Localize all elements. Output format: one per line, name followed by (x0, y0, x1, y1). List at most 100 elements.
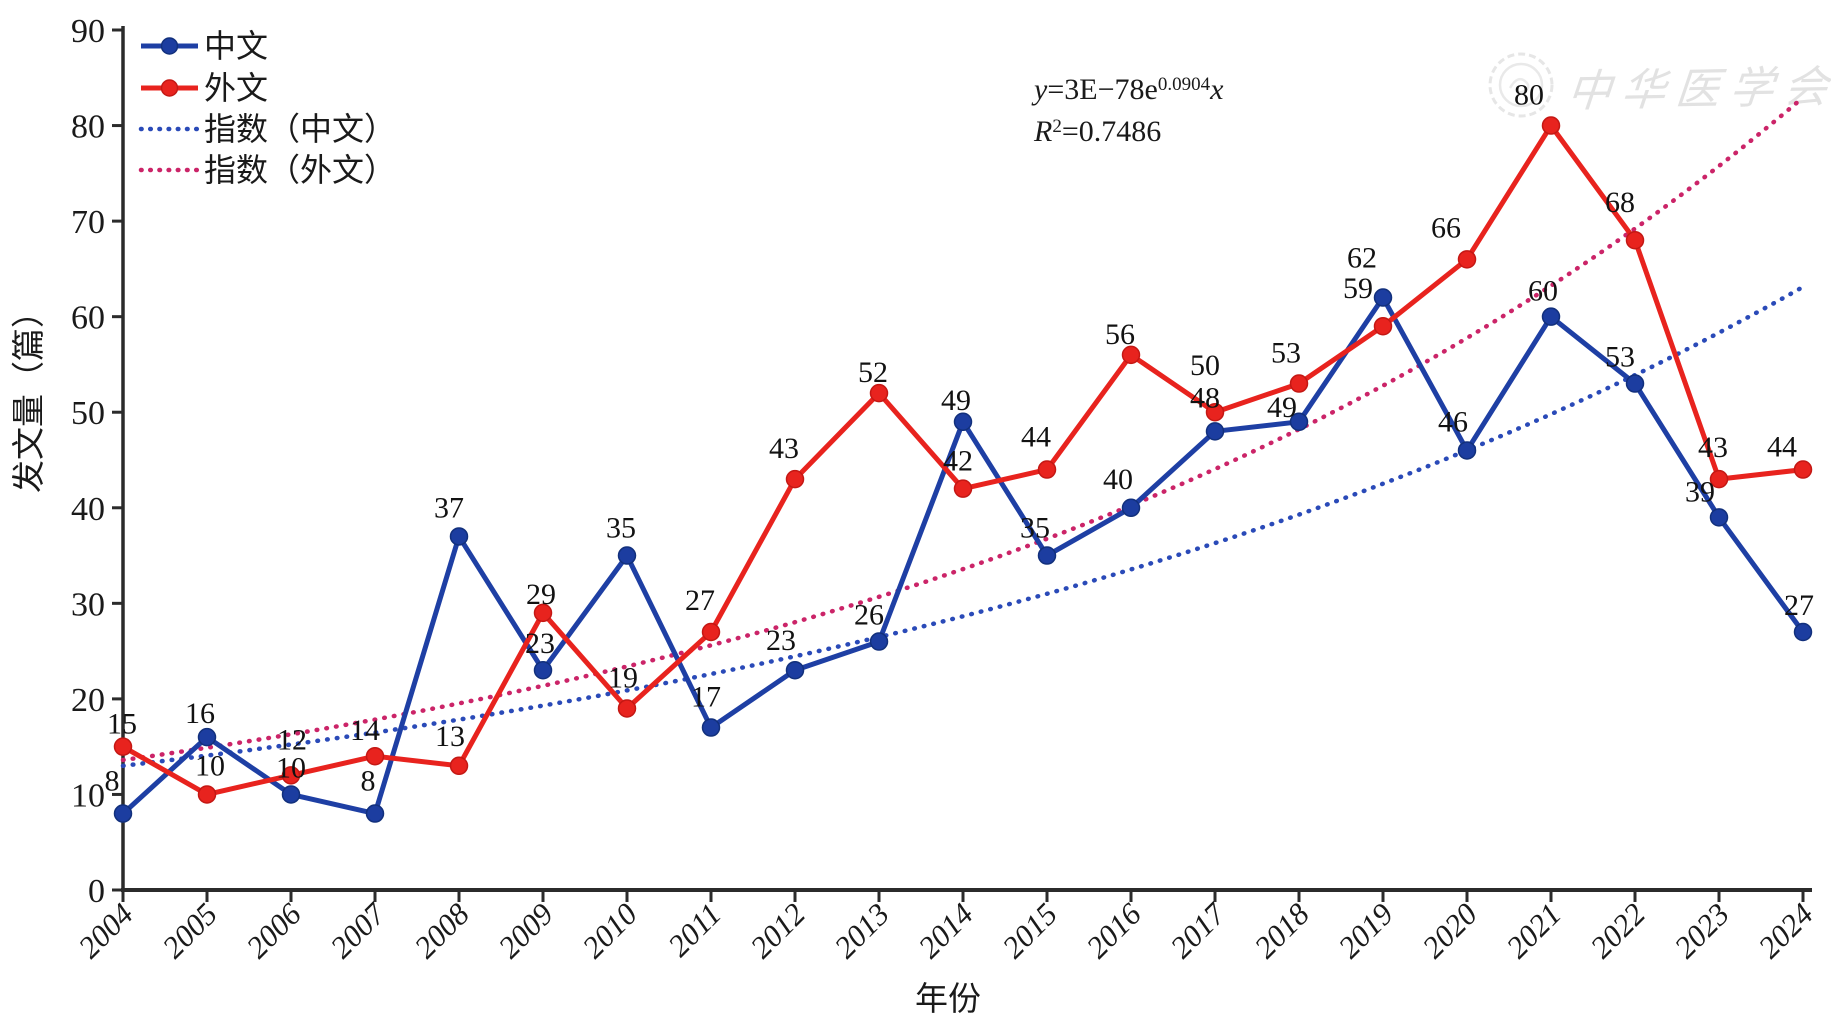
data-point (785, 469, 805, 489)
data-label: 53 (1605, 341, 1635, 374)
x-tick-label: 2021 (1499, 896, 1568, 965)
data-point (1457, 250, 1477, 269)
data-label: 16 (185, 697, 215, 730)
seal-inner-ring (1498, 62, 1544, 108)
trend-line (120, 284, 1806, 769)
data-label: 35 (606, 512, 636, 545)
data-point (1457, 441, 1477, 460)
data-label: 19 (608, 661, 638, 694)
x-tick-label: 2019 (1331, 896, 1400, 965)
data-label: 50 (1190, 349, 1220, 382)
data-label: 60 (1528, 275, 1558, 308)
x-tick-label: 2009 (491, 896, 560, 965)
data-point (1205, 422, 1225, 441)
data-label: 27 (1784, 589, 1814, 622)
data-point (1121, 345, 1141, 365)
data-label: 15 (107, 708, 137, 741)
x-tick-label: 2024 (1751, 896, 1820, 965)
x-tick-label: 2013 (827, 896, 896, 965)
y-tick-label: 70 (71, 204, 105, 241)
data-label: 39 (1685, 475, 1715, 508)
data-point (449, 756, 469, 776)
legend-item: 外文 (141, 70, 268, 106)
data-point (533, 660, 553, 680)
y-tick-label: 80 (71, 109, 105, 146)
seal-outer-ring (1488, 52, 1554, 118)
data-point (1289, 374, 1309, 393)
y-tick-label: 20 (71, 682, 105, 719)
trend-equation: y=3E−78e0.0904x R2=0.7486 (1034, 66, 1223, 150)
data-label: 23 (525, 627, 555, 660)
equation-exponent: 0.0904 (1157, 74, 1211, 95)
data-label: 8 (361, 765, 376, 798)
data-point (617, 699, 637, 718)
data-point (785, 660, 805, 680)
data-label: 66 (1431, 211, 1461, 244)
equation-x: x (1210, 73, 1224, 106)
x-tick-label: 2007 (323, 895, 393, 965)
data-point (113, 737, 133, 756)
data-label: 23 (766, 624, 796, 657)
data-label: 35 (1020, 512, 1050, 545)
data-label: 40 (1103, 463, 1133, 496)
y-tick-label: 40 (71, 491, 105, 528)
data-label: 48 (1190, 381, 1220, 414)
data-point (197, 785, 217, 804)
cma-seal-icon (1488, 52, 1554, 118)
legend-marker (160, 37, 179, 55)
equation-body: =3E−78e (1047, 73, 1158, 106)
data-label: 27 (685, 584, 715, 617)
data-label: 14 (350, 714, 380, 747)
data-label: 43 (769, 432, 799, 465)
legend-item: 中文 (141, 28, 268, 64)
legend-label: 中文 (204, 28, 268, 64)
data-point (869, 383, 889, 403)
data-point (1541, 116, 1561, 135)
y-tick-label: 10 (71, 777, 105, 814)
r-symbol: R (1034, 115, 1053, 148)
y-tick-label: 90 (71, 13, 105, 50)
data-label: 42 (943, 445, 973, 478)
data-label: 37 (434, 491, 464, 524)
data-point (1709, 508, 1729, 527)
x-tick-label: 2014 (911, 896, 980, 965)
data-point (449, 527, 469, 546)
y-axis-title: 发文量（篇） (11, 295, 48, 493)
data-label: 26 (854, 599, 884, 632)
data-point (197, 727, 217, 747)
data-point (869, 632, 889, 651)
data-label: 44 (1767, 431, 1797, 464)
equation-line-2: R2=0.7486 (1034, 108, 1223, 150)
x-tick-label: 2008 (407, 896, 476, 965)
x-tick-label: 2017 (1163, 895, 1233, 965)
r-value: =0.7486 (1061, 115, 1162, 148)
data-label: 62 (1347, 242, 1377, 275)
legend-label: 指数（中文） (204, 111, 396, 147)
x-tick-label: 2011 (661, 896, 728, 963)
data-point (617, 546, 637, 565)
data-point (953, 412, 973, 432)
data-label: 17 (691, 681, 721, 714)
data-point (1289, 412, 1309, 432)
data-label: 53 (1271, 337, 1301, 370)
y-tick-label: 50 (71, 395, 105, 432)
x-tick-label: 2020 (1415, 896, 1484, 965)
data-label: 52 (858, 356, 888, 389)
data-point (701, 622, 721, 642)
data-point (281, 785, 301, 804)
y-tick-label: 0 (88, 873, 105, 910)
x-tick-label: 2016 (1079, 896, 1148, 965)
data-label: 80 (1514, 79, 1544, 112)
y-tick-label: 30 (71, 586, 105, 623)
data-point (365, 804, 385, 823)
data-point (113, 804, 133, 823)
legend-marker (160, 79, 179, 97)
legend-item: 指数（外文） (138, 152, 396, 188)
legend-item: 指数（中文） (138, 111, 396, 147)
x-tick-label: 2004 (71, 896, 140, 965)
data-point (1793, 460, 1813, 479)
data-point (1121, 498, 1141, 518)
data-label: 43 (1698, 431, 1728, 464)
